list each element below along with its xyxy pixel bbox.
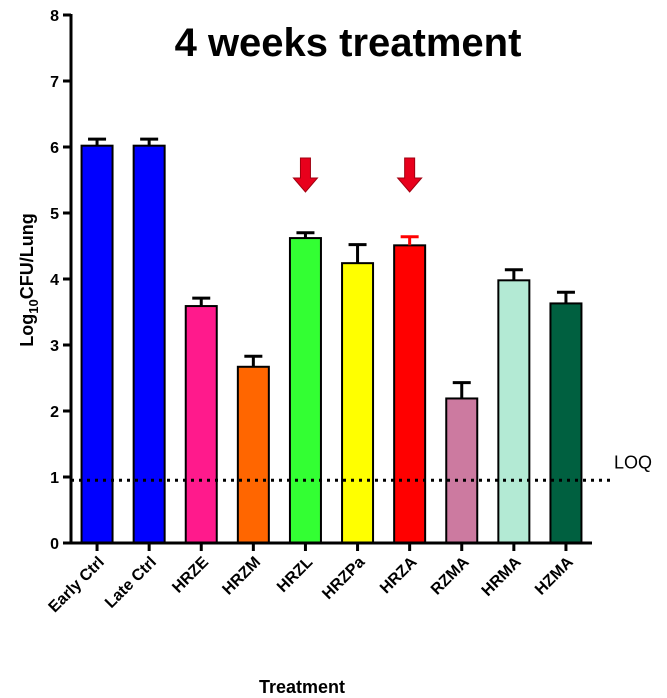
error-bar (296, 231, 315, 239)
bar (184, 305, 218, 544)
x-tick-label: HRMA (479, 553, 525, 599)
y-tick-label: 2 (50, 404, 59, 421)
x-axis-label: Treatment (259, 677, 345, 697)
y-axis-label: Log10CFU/Lung (17, 213, 41, 346)
bar (445, 397, 479, 544)
loq-label: LOQ (614, 452, 652, 472)
x-tick-label: Late Ctrl (102, 554, 160, 612)
x-tick-label: HRZL (274, 554, 316, 596)
error-bar (88, 137, 107, 146)
bar (497, 279, 531, 544)
y-tick-label: 1 (50, 470, 59, 487)
bar (341, 262, 375, 544)
error-bar (192, 296, 211, 307)
y-tick-label: 4 (50, 272, 59, 289)
bar (80, 144, 114, 544)
x-tick-label: HRZA (377, 553, 421, 597)
chart-title: 4 weeks treatment (175, 21, 522, 65)
x-tick-label: RZMA (428, 553, 473, 598)
x-tick-label: HRZE (169, 554, 212, 597)
bar (288, 237, 322, 545)
error-bar (452, 381, 471, 399)
error-bar (348, 243, 367, 264)
bar (393, 244, 427, 544)
x-tick-label: HZMA (532, 553, 577, 598)
bar (132, 144, 166, 544)
x-tick-label: HRZPa (319, 554, 368, 603)
y-tick-label: 8 (50, 8, 59, 25)
error-bar (556, 290, 575, 304)
x-tick-label: Early Ctrl (46, 554, 108, 616)
bar (549, 302, 583, 545)
error-bar (400, 235, 419, 246)
error-bar (504, 268, 523, 281)
down-arrow-icon (396, 157, 423, 193)
down-arrow-icon (292, 157, 319, 193)
x-tick-label: HRZM (219, 554, 264, 599)
error-bar (140, 137, 159, 146)
y-tick-label: 0 (50, 536, 59, 553)
bar (236, 365, 270, 544)
y-tick-label: 7 (50, 74, 59, 91)
y-tick-label: 3 (50, 338, 59, 355)
error-bar (244, 354, 263, 367)
y-tick-label: 5 (50, 206, 59, 223)
y-tick-label: 6 (50, 140, 59, 157)
